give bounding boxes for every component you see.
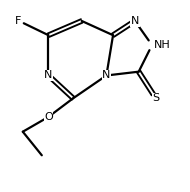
Text: N: N [44, 70, 53, 80]
Text: NH: NH [154, 40, 171, 50]
Text: N: N [131, 16, 139, 26]
Text: F: F [14, 16, 21, 26]
Text: N: N [102, 70, 111, 80]
Text: O: O [44, 112, 53, 122]
Text: S: S [152, 93, 159, 103]
